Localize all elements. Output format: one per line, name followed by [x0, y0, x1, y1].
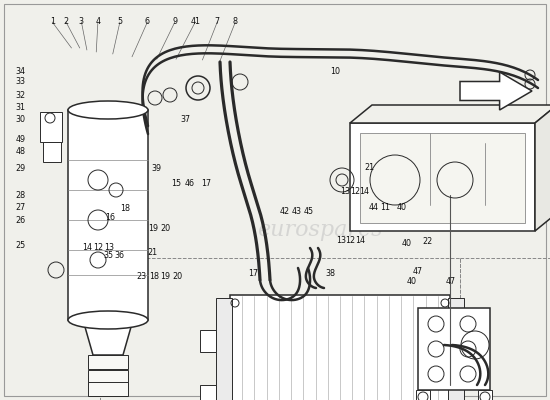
Text: 12: 12: [93, 243, 103, 252]
Ellipse shape: [68, 311, 148, 329]
Bar: [200, 385, 216, 400]
Text: 40: 40: [397, 203, 406, 212]
Text: 5: 5: [117, 18, 123, 26]
Text: 13: 13: [104, 243, 114, 252]
Bar: [40, 112, 62, 142]
Text: 29: 29: [16, 164, 26, 173]
Text: 42: 42: [280, 208, 290, 216]
Text: 19: 19: [160, 272, 170, 281]
Bar: [68, 110, 148, 320]
Text: 32: 32: [16, 92, 26, 100]
Text: 11: 11: [380, 204, 390, 212]
Text: 19: 19: [148, 224, 158, 233]
Ellipse shape: [68, 101, 148, 119]
Bar: [360, 133, 525, 223]
Text: 3: 3: [79, 18, 84, 26]
Text: 9: 9: [172, 18, 178, 26]
Bar: [43, 142, 61, 162]
Text: 45: 45: [304, 208, 314, 216]
Text: 27: 27: [16, 204, 26, 212]
Text: 36: 36: [115, 252, 125, 260]
Text: 15: 15: [171, 180, 181, 188]
Bar: [88, 355, 128, 369]
Bar: [460, 258, 550, 400]
Text: 18: 18: [120, 204, 130, 213]
Text: 17: 17: [201, 180, 211, 188]
Text: 37: 37: [181, 116, 191, 124]
Text: 23: 23: [137, 272, 147, 281]
Bar: [416, 390, 430, 400]
Text: 13: 13: [340, 188, 350, 196]
Text: 14: 14: [355, 236, 365, 245]
Text: 12: 12: [345, 236, 355, 245]
Bar: [100, 258, 460, 400]
Text: 40: 40: [402, 240, 412, 248]
Text: 26: 26: [16, 216, 26, 224]
Text: 21: 21: [365, 163, 375, 172]
Text: 35: 35: [104, 252, 114, 260]
Text: 41: 41: [190, 18, 200, 26]
Text: 20: 20: [172, 272, 182, 281]
Text: 31: 31: [16, 104, 26, 112]
Text: 46: 46: [185, 180, 195, 188]
Text: 18: 18: [149, 272, 159, 281]
Polygon shape: [535, 105, 550, 231]
Text: 13: 13: [336, 236, 346, 245]
Text: 21: 21: [148, 248, 158, 257]
Polygon shape: [350, 105, 550, 123]
Text: 20: 20: [160, 224, 170, 233]
Text: 28: 28: [16, 192, 26, 200]
Text: 14: 14: [359, 188, 369, 196]
Bar: [200, 330, 216, 352]
Bar: [478, 390, 492, 400]
Text: 40: 40: [406, 278, 416, 286]
Text: 25: 25: [16, 242, 26, 250]
Text: 48: 48: [16, 148, 26, 156]
Bar: [88, 370, 128, 384]
Text: eurospares: eurospares: [257, 219, 383, 241]
Text: 49: 49: [16, 136, 26, 144]
Text: 33: 33: [16, 78, 26, 86]
Text: 10: 10: [331, 68, 340, 76]
Text: 38: 38: [325, 270, 335, 278]
Text: 8: 8: [233, 18, 238, 26]
Text: 34: 34: [16, 68, 26, 76]
Bar: [448, 298, 464, 400]
Text: 2: 2: [63, 18, 69, 26]
Text: 17: 17: [248, 270, 258, 278]
Bar: [216, 298, 232, 400]
Text: 44: 44: [369, 204, 379, 212]
Text: 1: 1: [50, 18, 55, 26]
Text: 43: 43: [292, 208, 302, 216]
Bar: [230, 295, 450, 400]
Text: 30: 30: [16, 116, 26, 124]
Bar: [88, 382, 128, 396]
Text: 4: 4: [95, 18, 101, 26]
Text: 22: 22: [423, 238, 433, 246]
Text: 47: 47: [413, 267, 423, 276]
Polygon shape: [460, 72, 532, 110]
Text: 47: 47: [446, 278, 456, 286]
Text: 14: 14: [82, 243, 92, 252]
Text: 7: 7: [214, 18, 220, 26]
Text: 39: 39: [152, 164, 162, 172]
Text: 12: 12: [350, 188, 360, 196]
Text: 6: 6: [145, 18, 150, 26]
Bar: [350, 123, 535, 231]
Polygon shape: [83, 320, 133, 355]
Bar: [418, 308, 490, 390]
Text: 16: 16: [105, 214, 115, 222]
